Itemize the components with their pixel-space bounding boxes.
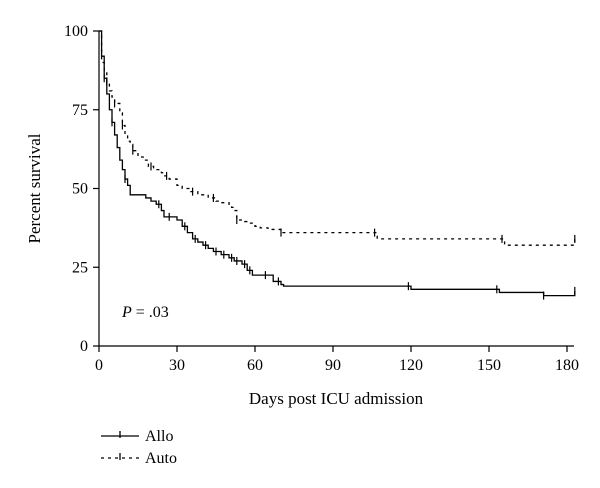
y-tick-label: 25 [72,259,88,276]
series-layer [99,30,576,300]
p-value-symbol: P [121,304,132,321]
x-tick-label: 60 [247,357,263,374]
p-value-annotation: P = .03 [121,304,169,321]
series-line-allo [99,30,576,297]
p-value-text: = .03 [132,304,169,321]
legend-label-auto: Auto [145,450,177,467]
legend-label-allo: Allo [145,428,173,445]
y-axis-title: Percent survival [25,133,44,243]
x-tick-label: 90 [325,357,341,374]
x-axis-title: Days post ICU admission [249,389,424,408]
x-tick-label: 30 [169,357,185,374]
y-tick-label: 75 [72,102,88,119]
y-tick-label: 50 [72,181,88,198]
x-tick-label: 120 [399,357,423,374]
y-tick-label: 0 [80,338,88,355]
y-tick-label: 100 [64,23,88,40]
tick-marks: 0 25 50 75 100 0 30 60 90 120 150 180 [64,23,579,374]
x-tick-label: 150 [477,357,501,374]
series-line-auto [99,30,576,246]
axes [98,31,574,347]
x-tick-label: 0 [95,357,103,374]
legend-item-auto: Auto [101,450,177,467]
legend: Allo Auto [101,428,177,467]
x-tick-label: 180 [555,357,579,374]
legend-item-allo: Allo [101,428,173,445]
